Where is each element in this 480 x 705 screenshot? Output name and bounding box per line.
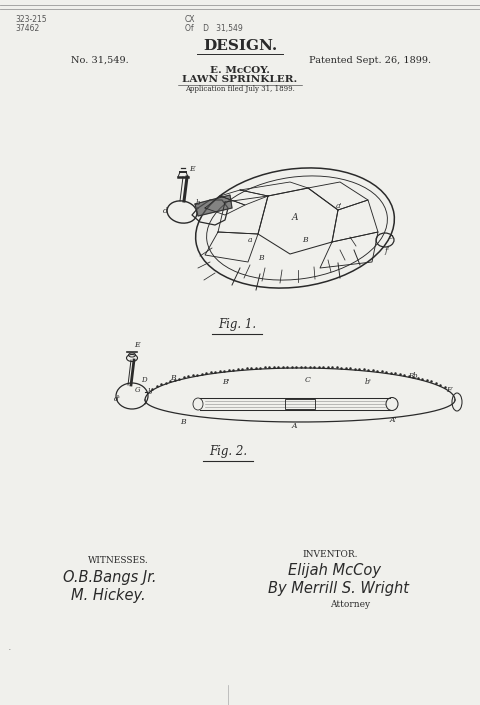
Bar [285,399,315,409]
Text: A': A' [390,416,397,424]
Text: B: B [302,236,308,244]
Text: B: B [170,374,176,382]
Text: WITNESSES.: WITNESSES. [88,556,148,565]
Text: 323-215: 323-215 [15,15,47,24]
Text: .: . [8,642,12,652]
Text: d: d [163,207,168,215]
Text: a': a' [336,202,343,210]
Text: M. Hickey.: M. Hickey. [71,588,145,603]
Text: Fig. 1.: Fig. 1. [218,318,256,331]
Text: c: c [389,233,393,241]
Text: B': B' [222,378,230,386]
Text: d': d' [114,395,121,403]
Text: Elijah McCoy: Elijah McCoy [288,563,382,578]
Text: b: b [148,388,153,396]
Text: DESIGN.: DESIGN. [203,39,277,53]
Text: B: B [180,418,186,426]
Text: A: A [292,213,299,222]
Text: E: E [189,165,194,173]
Text: INVENTOR.: INVENTOR. [302,550,358,559]
Text: Application filed July 31, 1899.: Application filed July 31, 1899. [185,85,295,93]
Text: D: D [141,376,146,384]
Text: Attorney: Attorney [330,600,370,609]
Text: LAWN SPRINKLER.: LAWN SPRINKLER. [182,75,298,84]
Text: b: b [196,199,201,207]
Text: A: A [292,422,298,430]
Text: Patented Sept. 26, 1899.: Patented Sept. 26, 1899. [309,56,431,65]
Text: C: C [305,376,311,384]
Text: No. 31,549.: No. 31,549. [71,56,129,65]
Polygon shape [195,195,232,216]
Text: E. McCOY.: E. McCOY. [210,66,270,75]
Text: 37462: 37462 [15,24,39,33]
Text: b': b' [365,378,372,386]
Text: CX: CX [185,15,195,24]
Text: E: E [134,341,140,349]
Text: f': f' [384,247,389,255]
Text: O.B.Bangs Jr.: O.B.Bangs Jr. [63,570,157,585]
Text: Fig. 2.: Fig. 2. [209,445,247,458]
Text: F: F [446,386,451,394]
Text: G: G [135,386,141,394]
Text: By Merrill S. Wright: By Merrill S. Wright [267,581,408,596]
Text: Of    D   31,549: Of D 31,549 [185,24,243,33]
Text: a: a [248,236,252,244]
Text: B: B [258,254,264,262]
Text: Bb: Bb [408,372,418,380]
